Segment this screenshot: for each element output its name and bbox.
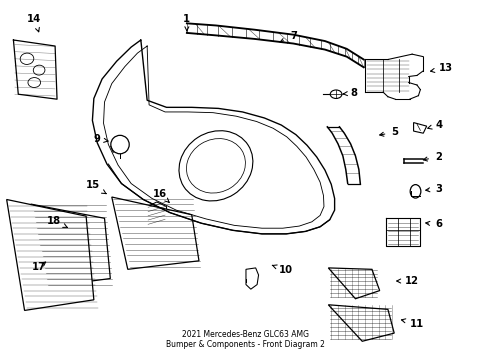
Polygon shape [328,305,394,341]
Text: 1: 1 [183,14,191,31]
Polygon shape [328,268,380,299]
Text: 7: 7 [280,31,297,42]
Text: 2021 Mercedes-Benz GLC63 AMG
Bumper & Components - Front Diagram 2: 2021 Mercedes-Benz GLC63 AMG Bumper & Co… [166,330,324,350]
Polygon shape [7,199,94,310]
Text: 13: 13 [431,63,453,73]
Polygon shape [147,202,167,227]
Polygon shape [31,204,110,287]
Text: 8: 8 [343,88,358,98]
Text: 3: 3 [426,184,442,194]
Text: 4: 4 [428,120,442,130]
Polygon shape [112,197,199,269]
Text: 14: 14 [27,14,41,32]
Ellipse shape [330,90,342,99]
Text: 10: 10 [272,265,293,275]
Polygon shape [246,268,259,289]
Text: 2: 2 [423,152,442,162]
Text: 11: 11 [401,319,424,329]
Polygon shape [414,123,427,133]
Text: 9: 9 [94,134,108,144]
Text: 12: 12 [397,276,419,286]
Text: 15: 15 [85,180,106,194]
Text: 5: 5 [380,127,399,137]
Text: 17: 17 [32,262,46,272]
Text: 6: 6 [426,219,442,229]
Text: 16: 16 [153,189,169,202]
Text: 18: 18 [47,216,68,228]
